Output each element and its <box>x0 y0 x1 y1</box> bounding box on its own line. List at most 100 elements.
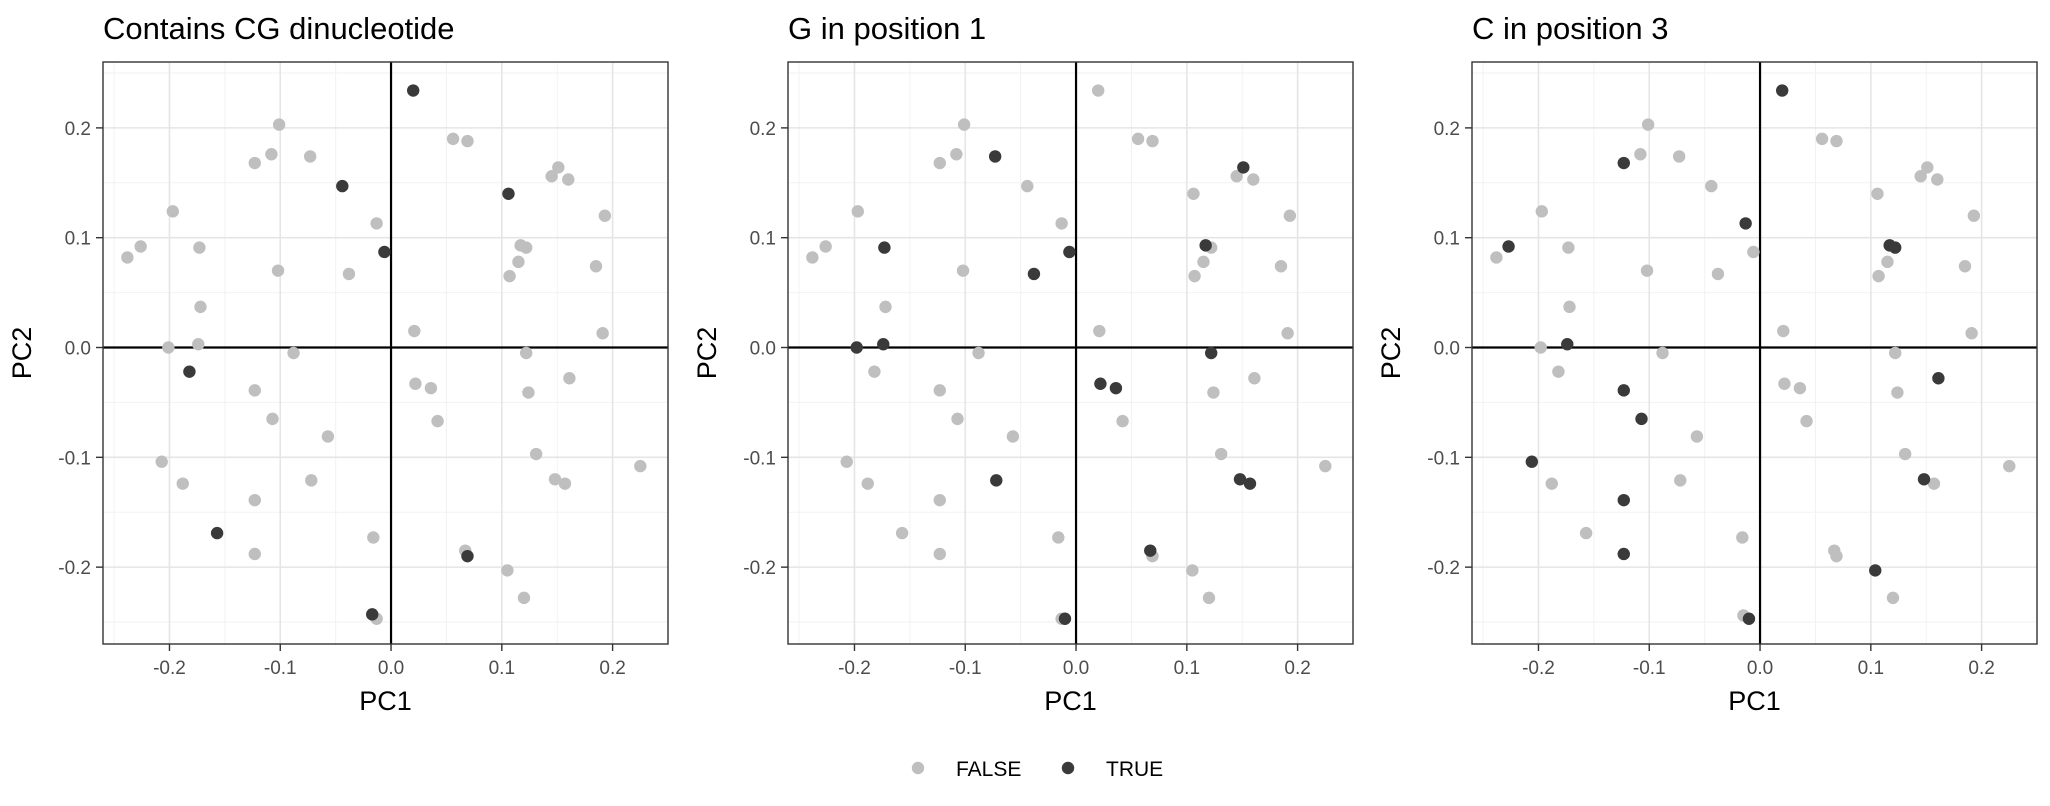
point-false <box>851 205 864 218</box>
point-false <box>271 264 285 277</box>
point-false <box>1800 414 1813 428</box>
point-false <box>1283 209 1297 222</box>
y-tick-label: -0.1 <box>743 448 776 469</box>
point-false <box>519 346 533 360</box>
point-true <box>988 150 1002 163</box>
x-axis-title: PC1 <box>1044 686 1097 716</box>
point-false <box>1888 346 1902 360</box>
point-false <box>1281 327 1294 340</box>
point-false <box>248 493 261 507</box>
point-true <box>1094 377 1107 390</box>
point-false <box>1579 526 1593 540</box>
point-true <box>336 179 349 193</box>
point-true <box>1027 267 1041 281</box>
point-false <box>933 384 946 397</box>
y-tick-label: -0.2 <box>743 558 776 579</box>
point-false <box>562 173 575 186</box>
point-false <box>598 209 612 222</box>
point-false <box>1891 386 1904 399</box>
point-false <box>1116 414 1129 428</box>
y-tick-label: 0.0 <box>1434 339 1460 360</box>
panel-border <box>787 61 1354 645</box>
point-false <box>305 474 318 487</box>
point-false <box>879 300 892 314</box>
point-false <box>155 455 168 468</box>
x-tick-label: -0.2 <box>838 658 871 679</box>
point-true <box>1109 381 1123 395</box>
y-tick-label: -0.1 <box>1427 448 1460 469</box>
panel-title: Contains CG dinucleotide <box>103 11 455 46</box>
point-false <box>409 377 422 390</box>
point-false <box>517 591 531 605</box>
point-false <box>194 300 207 314</box>
point-false <box>1188 269 1201 283</box>
x-tick-label: 0.0 <box>378 658 404 679</box>
y-tick-label: 0.1 <box>1434 229 1460 250</box>
point-false <box>162 341 175 354</box>
point-false <box>1815 132 1829 146</box>
legend-label-false: FALSE <box>956 758 1021 781</box>
point-false <box>1247 173 1260 186</box>
x-tick-label: 0.0 <box>1747 658 1773 679</box>
point-false <box>461 134 474 148</box>
point-false <box>2003 459 2016 473</box>
point-false <box>819 240 832 253</box>
point-false <box>287 346 300 360</box>
point-false <box>1898 447 1912 461</box>
point-true <box>1233 473 1247 486</box>
point-false <box>1927 477 1941 490</box>
legend: FALSE TRUE <box>911 758 1163 781</box>
point-false <box>519 241 533 254</box>
point-false <box>1202 591 1216 605</box>
point-false <box>1931 173 1944 186</box>
point-false <box>1690 430 1704 443</box>
point-false <box>806 251 819 264</box>
point-false <box>193 241 206 254</box>
point-false <box>1490 251 1503 264</box>
point-false <box>548 473 562 486</box>
point-true <box>1502 240 1515 253</box>
point-false <box>840 455 853 468</box>
panel-1: -0.2 -0.1 0.0 0.1 0.2 -0.2 -0.1 0.0 0.1 0.2 Contai… <box>7 11 669 716</box>
x-tick-label: 0.0 <box>1063 658 1089 679</box>
point-false <box>342 267 356 281</box>
point-true <box>850 341 863 354</box>
x-tick-label: 0.2 <box>1284 658 1310 679</box>
point-true <box>1635 412 1648 426</box>
point-true <box>1775 84 1789 97</box>
point-false <box>558 477 572 490</box>
point-false <box>1197 255 1210 269</box>
point-false <box>1055 217 1068 230</box>
point-true <box>1742 612 1756 625</box>
point-false <box>1967 209 1981 222</box>
y-tick-label: -0.1 <box>58 448 91 469</box>
panel-title: G in position 1 <box>788 11 986 46</box>
point-false <box>1091 84 1105 97</box>
point-false <box>1230 170 1243 183</box>
point-true <box>1617 493 1630 507</box>
point-false <box>1186 564 1199 577</box>
point-false <box>176 477 189 490</box>
y-tick-label: 0.1 <box>750 229 776 250</box>
point-false <box>951 412 964 426</box>
y-tick-label: 0.2 <box>1434 119 1460 140</box>
point-false <box>1711 267 1725 281</box>
point-false <box>1736 531 1749 544</box>
point-true <box>877 338 890 351</box>
point-false <box>272 118 286 131</box>
point-false <box>1778 377 1791 390</box>
point-false <box>1641 118 1655 131</box>
point-false <box>552 161 565 174</box>
point-false <box>545 170 558 183</box>
point-false <box>1965 327 1978 340</box>
panel-2: -0.2 -0.1 0.0 0.1 0.2 -0.2 -0.1 0.0 0.1 0.2 G in p… <box>692 11 1354 716</box>
y-axis-title: PC2 <box>1376 327 1406 380</box>
legend-label-true: TRUE <box>1106 758 1163 781</box>
point-true <box>366 608 379 621</box>
point-false <box>321 430 335 443</box>
point-false <box>1634 148 1647 161</box>
x-tick-label: -0.1 <box>264 658 297 679</box>
point-false <box>1006 430 1020 443</box>
point-false <box>972 346 985 360</box>
point-false <box>134 240 147 253</box>
